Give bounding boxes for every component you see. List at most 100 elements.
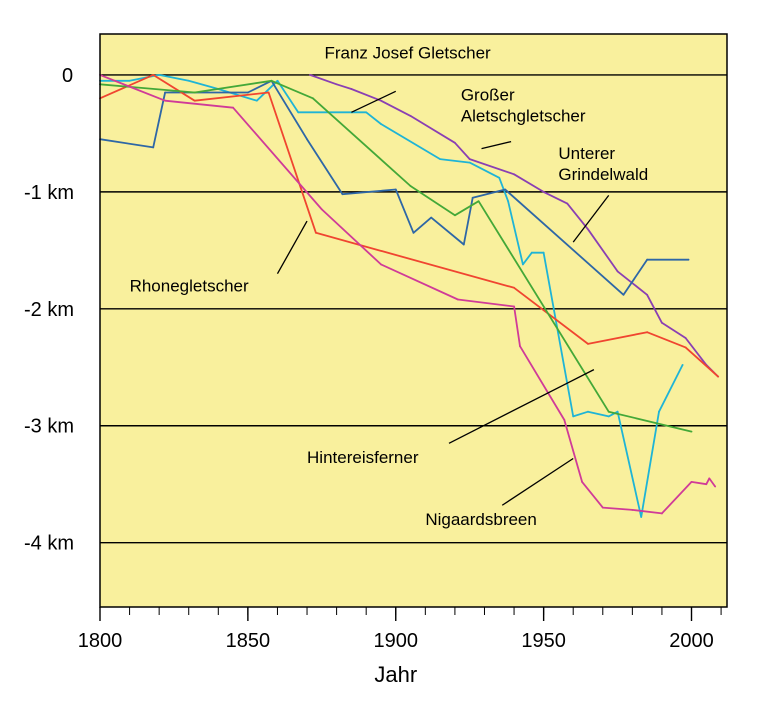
data-point xyxy=(542,190,545,193)
data-point xyxy=(616,410,619,413)
data-point xyxy=(563,418,566,421)
series-label: Nigaardsbreen xyxy=(425,510,537,529)
data-point xyxy=(152,74,155,76)
series-label: Unterer Grindelwald xyxy=(558,144,648,184)
series-label-line: Grindelwald xyxy=(558,165,648,184)
data-point xyxy=(587,410,589,413)
data-point xyxy=(439,158,442,161)
data-point xyxy=(315,231,317,234)
series-label-line: Aletschgletscher xyxy=(461,107,586,126)
series-label-line: Nigaardsbreen xyxy=(425,510,537,529)
data-point xyxy=(380,99,382,102)
data-point xyxy=(522,263,524,266)
data-point xyxy=(681,364,684,366)
data-point xyxy=(646,258,649,261)
data-point xyxy=(462,243,465,246)
data-point xyxy=(454,141,456,144)
data-point xyxy=(690,430,693,433)
data-point xyxy=(601,506,604,509)
series-rhonegletscher xyxy=(99,74,720,378)
x-tick-label: 1850 xyxy=(226,630,271,652)
data-point xyxy=(616,270,619,273)
series-label: Hintereisferner xyxy=(307,448,419,467)
data-point xyxy=(468,161,471,164)
data-point xyxy=(646,293,649,296)
data-point xyxy=(430,216,433,219)
data-point xyxy=(468,158,471,161)
series-label-line: Franz Josef Gletscher xyxy=(324,44,491,63)
data-point xyxy=(193,91,196,94)
y-tick-label: 0 xyxy=(62,65,73,87)
x-tick-label: 1800 xyxy=(78,630,123,652)
data-point xyxy=(409,185,412,187)
data-point xyxy=(158,74,161,76)
x-axis-title: Jahr xyxy=(374,662,417,687)
series-lines xyxy=(99,74,720,518)
data-point xyxy=(572,415,575,418)
plot-frame xyxy=(99,33,728,608)
data-point xyxy=(193,99,196,102)
series-label-line: Hintereisferner xyxy=(307,448,419,467)
data-point xyxy=(320,208,323,211)
plot-area xyxy=(100,34,727,607)
data-point xyxy=(456,298,459,301)
data-point xyxy=(708,477,711,480)
x-tick-label: 2000 xyxy=(669,630,714,652)
leader-line xyxy=(501,457,574,506)
data-point xyxy=(513,305,515,308)
series-label-line: Unterer xyxy=(558,144,615,163)
data-point xyxy=(365,111,368,114)
data-point xyxy=(513,173,515,176)
series-label-line: Rhonegletscher xyxy=(130,276,249,295)
data-point xyxy=(297,111,300,114)
data-point xyxy=(246,91,249,94)
data-point xyxy=(513,286,515,289)
data-point xyxy=(607,410,610,413)
series-label: Franz Josef Gletscher xyxy=(324,44,491,63)
series-unterer-grindelwald xyxy=(99,79,690,296)
data-point xyxy=(542,251,545,254)
data-point xyxy=(631,509,634,511)
y-tick-label: -4 km xyxy=(24,533,74,555)
data-point xyxy=(477,200,480,203)
data-point xyxy=(566,202,569,205)
leader-line xyxy=(572,194,610,243)
data-point xyxy=(717,375,720,378)
series-line xyxy=(99,74,719,378)
data-point xyxy=(267,91,270,94)
data-point xyxy=(335,83,338,86)
x-tick-label: 1950 xyxy=(521,630,566,652)
data-point xyxy=(640,516,643,518)
data-point xyxy=(164,99,166,102)
data-point xyxy=(232,106,234,109)
data-point xyxy=(350,88,353,90)
series-label-line: Großer xyxy=(461,86,515,105)
data-point xyxy=(705,483,708,486)
data-point xyxy=(270,79,273,82)
label-leaders xyxy=(276,90,610,506)
data-point xyxy=(507,200,510,203)
y-axis: 0 -1 km -2 km -3 km -4 km xyxy=(24,65,74,555)
data-point xyxy=(412,231,415,234)
data-point xyxy=(276,79,279,82)
data-point xyxy=(255,99,258,102)
data-point xyxy=(646,331,649,334)
data-point xyxy=(661,512,663,515)
data-point xyxy=(152,146,155,149)
data-point xyxy=(409,114,412,117)
series-labels: Franz Josef Gletscher Großer Aletschgletsc… xyxy=(130,44,649,530)
data-point xyxy=(341,193,344,196)
data-point xyxy=(684,337,687,339)
data-point xyxy=(684,346,687,349)
series-label: Großer Aletschgletscher xyxy=(461,86,586,126)
x-axis: 1800 1850 1900 1950 2000 xyxy=(78,607,722,652)
data-point xyxy=(587,342,589,345)
data-point xyxy=(471,196,474,199)
x-tick-label: 1900 xyxy=(374,630,419,652)
data-point xyxy=(309,74,311,76)
data-point xyxy=(498,176,501,179)
data-point xyxy=(128,79,131,82)
leader-line xyxy=(481,140,512,150)
data-point xyxy=(658,410,660,413)
